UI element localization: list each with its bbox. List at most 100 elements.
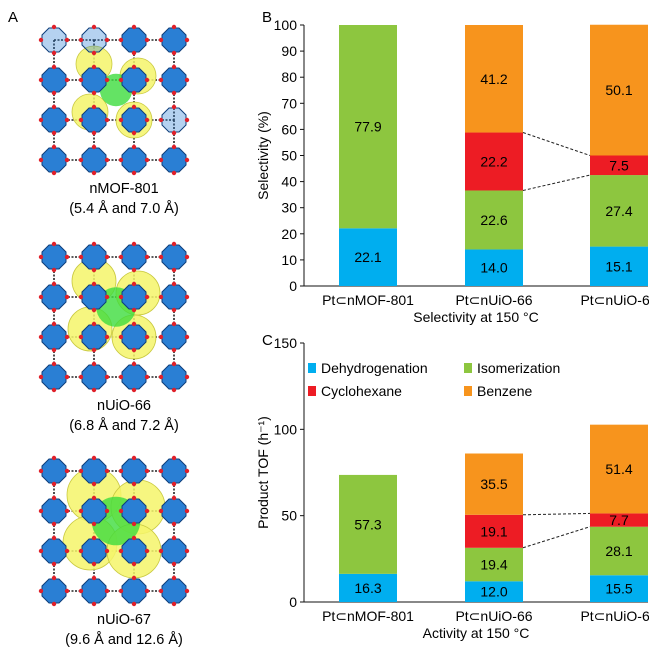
oxygen-atom [51, 535, 57, 541]
data-label-cyclohexane: 19.1 [480, 523, 507, 539]
oxygen-atom [144, 157, 150, 163]
zr-cluster [81, 458, 107, 484]
y-tick-label: 150 [274, 335, 298, 351]
bar-segment-dehydrogenation [465, 581, 523, 602]
oxygen-atom [131, 144, 137, 150]
zr-cluster [161, 107, 187, 133]
zr-cluster [41, 67, 67, 93]
oxygen-atom [104, 588, 110, 594]
bar-segment-dehydrogenation [339, 573, 397, 602]
bar-segment-isomerization [590, 526, 648, 576]
oxygen-atom [78, 37, 84, 43]
oxygen-atom [91, 601, 97, 607]
oxygen-atom [131, 90, 137, 96]
zr-cluster [41, 284, 67, 310]
oxygen-atom [131, 267, 137, 273]
data-label-isomerization: 27.4 [605, 203, 632, 219]
zr-cluster [81, 244, 107, 270]
oxygen-atom [78, 588, 84, 594]
data-label-dehydrogenation: 12.0 [480, 584, 507, 600]
data-label-isomerization: 19.4 [480, 557, 507, 573]
oxygen-atom [144, 37, 150, 43]
y-axis-title: Product TOF (h⁻¹) [255, 416, 271, 529]
zr-cluster [161, 27, 187, 53]
bar-segment-benzene [465, 25, 523, 133]
oxygen-atom [78, 294, 84, 300]
oxygen-atom [78, 117, 84, 123]
oxygen-atom [158, 77, 164, 83]
y-tick-label: 0 [289, 594, 297, 610]
oxygen-atom [144, 334, 150, 340]
zr-cluster [41, 324, 67, 350]
oxygen-atom [104, 117, 110, 123]
bar-segment-cyclohexane [590, 155, 648, 176]
zr-cluster [161, 538, 187, 564]
oxygen-atom [64, 117, 70, 123]
zr-cluster [41, 107, 67, 133]
oxygen-atom [118, 468, 124, 474]
oxygen-atom [51, 281, 57, 287]
oxygen-atom [158, 548, 164, 554]
oxygen-atom [118, 37, 124, 43]
zr-cluster [41, 27, 67, 53]
oxygen-atom [91, 361, 97, 367]
oxygen-atom [158, 334, 164, 340]
oxygen-atom [104, 468, 110, 474]
zr-cluster [41, 147, 67, 173]
oxygen-atom [144, 117, 150, 123]
oxygen-atom [91, 347, 97, 353]
oxygen-atom [64, 468, 70, 474]
oxygen-atom [91, 387, 97, 393]
oxygen-atom [144, 374, 150, 380]
selectivity-chart: 0 10 20 30 40 50 60 70 80 90 100 Selectivity (%) 22.… [255, 17, 649, 325]
oxygen-atom [91, 281, 97, 287]
oxygen-atom [91, 561, 97, 567]
oxygen-atom [158, 37, 164, 43]
x-tick-label-pt-nuio-66: Pt⊂nUiO-66 [455, 608, 532, 624]
zr-cluster [121, 458, 147, 484]
y-tick-label: 20 [281, 226, 297, 242]
structure-pores-nuio-66: (6.8 Å and 7.2 Å) [69, 417, 179, 434]
zr-cluster [81, 67, 107, 93]
legend-swatch-benzene [464, 386, 472, 396]
oxygen-atom [118, 588, 124, 594]
oxygen-atom [64, 588, 70, 594]
data-label-isomerization: 28.1 [605, 543, 632, 559]
oxygen-atom [51, 130, 57, 136]
data-label-isomerization: 57.3 [354, 516, 381, 532]
oxygen-atom [51, 601, 57, 607]
bar-segment-cyclohexane [590, 513, 648, 527]
bar-segment-isomerization [590, 175, 648, 247]
data-label-dehydrogenation: 14.0 [480, 260, 507, 276]
structure-name-nuio-67: nUiO-67 [97, 612, 151, 628]
oxygen-atom [158, 117, 164, 123]
zr-cluster [41, 578, 67, 604]
zr-cluster [121, 284, 147, 310]
structure-image-nmof-801 [38, 24, 190, 176]
oxygen-atom [184, 588, 190, 594]
x-tick-label-pt-nuio-67: Pt⊂nUiO-67 [580, 608, 649, 624]
oxygen-atom [171, 170, 177, 176]
oxygen-atom [171, 267, 177, 273]
y-tick-label: 50 [281, 148, 297, 164]
x-axis-title: Selectivity at 150 °C [413, 309, 538, 325]
oxygen-atom [171, 281, 177, 287]
oxygen-atom [38, 77, 44, 83]
oxygen-atom [184, 374, 190, 380]
oxygen-atom [104, 548, 110, 554]
oxygen-atom [78, 334, 84, 340]
oxygen-atom [38, 334, 44, 340]
oxygen-atom [78, 548, 84, 554]
zr-cluster [121, 364, 147, 390]
oxygen-atom [158, 588, 164, 594]
oxygen-atom [118, 508, 124, 514]
oxygen-atom [184, 37, 190, 43]
oxygen-atom [64, 294, 70, 300]
oxygen-atom [171, 130, 177, 136]
oxygen-atom [131, 321, 137, 327]
bar-segment-dehydrogenation [590, 246, 648, 286]
oxygen-atom [171, 241, 177, 247]
oxygen-atom [51, 495, 57, 501]
oxygen-atom [64, 334, 70, 340]
oxygen-atom [184, 548, 190, 554]
